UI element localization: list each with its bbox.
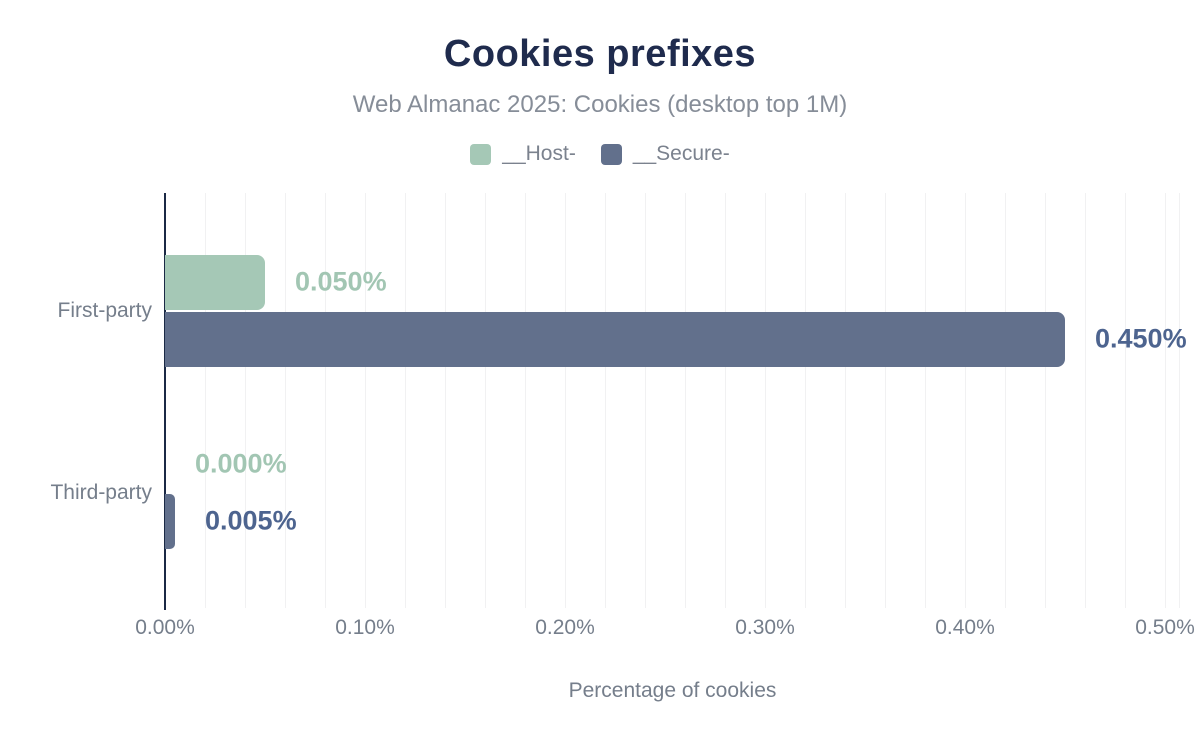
legend-swatch-icon	[470, 143, 492, 165]
gridline	[205, 193, 206, 608]
bar-host-first-party	[165, 254, 265, 310]
value-label: 0.005%	[205, 505, 297, 536]
gridline	[485, 193, 486, 608]
gridline	[1165, 193, 1166, 608]
legend: __Host- __Secure-	[0, 142, 1200, 166]
legend-item-label: __Secure-	[632, 142, 730, 165]
legend-item-host[interactable]: __Host-	[470, 142, 576, 166]
y-axis-line	[164, 193, 166, 610]
gridline	[325, 193, 326, 608]
x-axis-tick-label: 0.00%	[135, 616, 195, 639]
gridline	[725, 193, 726, 608]
gridline	[965, 193, 966, 608]
gridline	[885, 193, 886, 608]
legend-swatch-icon	[600, 143, 622, 165]
gridline	[245, 193, 246, 608]
gridline	[845, 193, 846, 608]
gridline	[445, 193, 446, 608]
gridline	[925, 193, 926, 608]
gridline	[405, 193, 406, 608]
category-label: First-party	[57, 298, 153, 322]
value-label: 0.000%	[195, 448, 287, 479]
gridline	[765, 193, 766, 608]
legend-item-label: __Host-	[502, 142, 576, 165]
chart-subtitle: Web Almanac 2025: Cookies (desktop top 1…	[352, 91, 848, 118]
gridline	[685, 193, 686, 608]
gridline	[365, 193, 366, 608]
chart-title: Cookies prefixes	[443, 33, 757, 75]
gridline	[1179, 193, 1180, 608]
bar-secure-third-party	[165, 493, 175, 549]
bar-secure-first-party	[165, 311, 1065, 367]
legend-item-secure[interactable]: __Secure-	[600, 142, 730, 166]
gridline	[525, 193, 526, 608]
plot-area: First-party 0.050% 0.450% Third-party 0.000%…	[50, 193, 1187, 610]
gridline	[1005, 193, 1006, 608]
gridline	[1085, 193, 1086, 608]
x-axis-tick-label: 0.10%	[335, 616, 395, 639]
x-axis-tick-label: 0.40%	[935, 616, 995, 639]
category-label: Third-party	[50, 480, 152, 504]
x-axis-tick-label: 0.50%	[1135, 616, 1195, 639]
gridline	[805, 193, 806, 608]
value-label: 0.050%	[295, 266, 387, 297]
gridline	[565, 193, 566, 608]
value-label: 0.450%	[1095, 323, 1187, 354]
gridline	[605, 193, 606, 608]
x-axis-tick-label: 0.30%	[735, 616, 795, 639]
gridline	[285, 193, 286, 608]
gridline	[1125, 193, 1126, 608]
gridline	[1045, 193, 1046, 608]
x-axis-title: Percentage of cookies	[568, 679, 777, 702]
gridline	[645, 193, 646, 608]
x-axis-tick-label: 0.20%	[535, 616, 595, 639]
